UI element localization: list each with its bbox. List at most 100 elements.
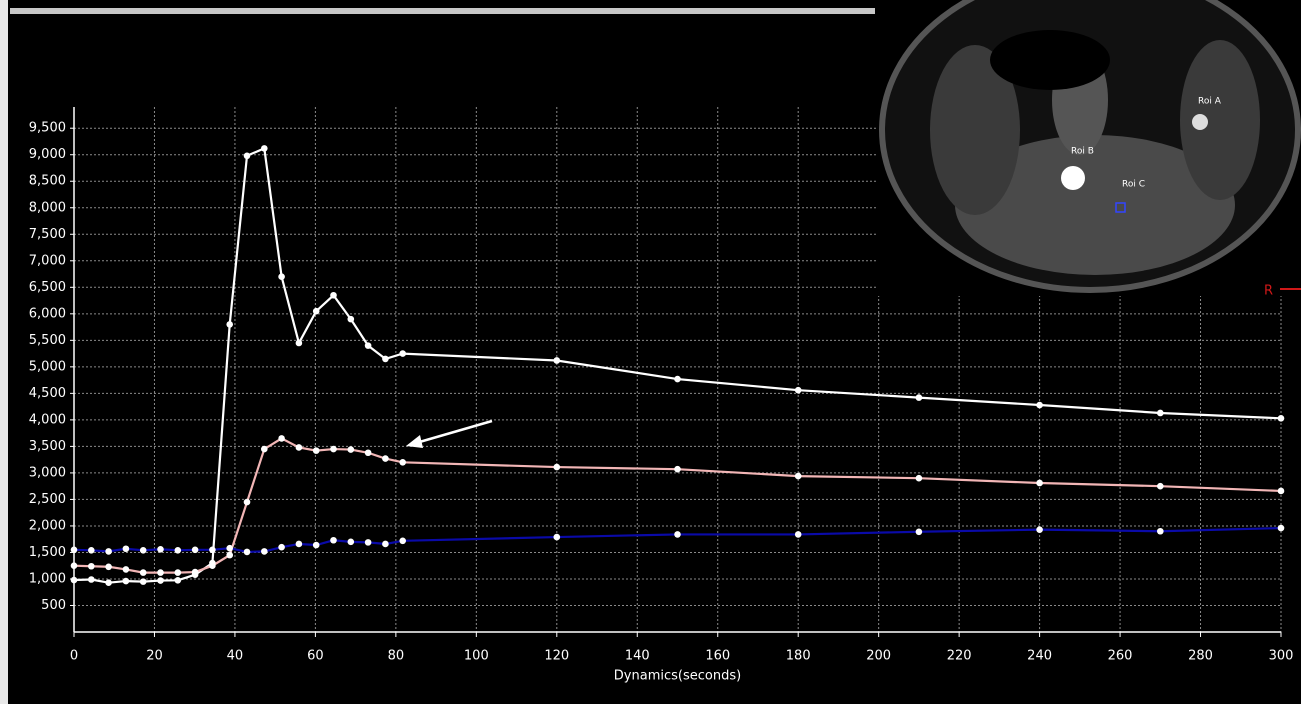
y-tick-label: 5,500: [29, 333, 66, 348]
roi-b-spot: [1061, 166, 1085, 190]
data-point: [348, 446, 355, 453]
data-point: [795, 473, 802, 480]
data-point: [1157, 528, 1164, 535]
y-tick-label: 9,500: [29, 121, 66, 136]
y-tick-label: 3,500: [29, 439, 66, 454]
x-tick-label: 180: [786, 649, 811, 664]
left-edge: [0, 0, 8, 704]
data-point: [88, 576, 95, 583]
data-point: [71, 547, 78, 554]
data-point: [296, 541, 303, 548]
x-tick-label: 60: [307, 649, 324, 664]
data-point: [313, 447, 320, 454]
data-point: [1278, 525, 1285, 532]
x-tick-label: 220: [947, 649, 972, 664]
data-point: [313, 542, 320, 549]
data-point: [382, 455, 389, 462]
image-label: Roi C: [1122, 180, 1145, 190]
data-point: [244, 549, 251, 556]
x-tick-label: 0: [70, 649, 78, 664]
data-point: [71, 562, 78, 569]
data-point: [226, 545, 233, 552]
x-tick-label: 140: [625, 649, 650, 664]
data-point: [226, 552, 233, 559]
data-point: [244, 499, 251, 506]
y-tick-label: 8,500: [29, 174, 66, 189]
data-point: [1036, 526, 1043, 533]
tissue-right: [1180, 40, 1260, 200]
data-point: [674, 376, 681, 383]
x-tick-label: 120: [544, 649, 569, 664]
data-point: [105, 563, 112, 570]
data-point: [261, 446, 268, 453]
data-point: [795, 531, 802, 538]
x-tick-label: 200: [866, 649, 891, 664]
data-point: [313, 308, 320, 315]
data-point: [399, 537, 406, 544]
y-tick-label: 2,500: [29, 492, 66, 507]
data-point: [554, 357, 561, 364]
top-bar: [10, 8, 875, 14]
data-point: [88, 547, 95, 554]
screen: 5001,0001,5002,0002,5003,0003,5004,0004,…: [0, 0, 1301, 704]
y-tick-label: 1,000: [29, 571, 66, 586]
data-point: [175, 547, 182, 554]
data-point: [554, 534, 561, 541]
y-tick-label: 500: [41, 598, 66, 613]
y-tick-label: 3,000: [29, 465, 66, 480]
image-label: R: [1264, 284, 1273, 299]
x-tick-label: 80: [388, 649, 405, 664]
x-tick-label: 300: [1269, 649, 1294, 664]
data-point: [1036, 480, 1043, 487]
y-tick-label: 5,000: [29, 359, 66, 374]
data-point: [88, 563, 95, 570]
y-tick-label: 7,000: [29, 253, 66, 268]
data-point: [399, 459, 406, 466]
data-point: [175, 577, 182, 584]
image-label: Roi B: [1071, 147, 1094, 157]
data-point: [330, 446, 337, 453]
data-point: [916, 528, 923, 535]
x-tick-label: 100: [464, 649, 489, 664]
data-point: [916, 394, 923, 401]
x-tick-label: 280: [1188, 649, 1213, 664]
y-tick-label: 6,500: [29, 280, 66, 295]
data-point: [209, 547, 216, 554]
roi-a-spot: [1192, 114, 1208, 130]
data-point: [365, 539, 372, 546]
page: 5001,0001,5002,0002,5003,0003,5004,0004,…: [0, 0, 1301, 704]
x-tick-label: 240: [1027, 649, 1052, 664]
data-point: [296, 340, 303, 347]
y-tick-label: 4,500: [29, 386, 66, 401]
image-label: Roi A: [1198, 97, 1222, 107]
x-tick-label: 20: [146, 649, 163, 664]
data-point: [140, 578, 147, 585]
data-point: [1278, 488, 1285, 495]
data-point: [795, 387, 802, 394]
data-point: [226, 321, 233, 328]
data-point: [674, 466, 681, 473]
data-point: [382, 356, 389, 363]
data-point: [278, 273, 285, 280]
y-tick-label: 7,500: [29, 227, 66, 242]
data-point: [554, 464, 561, 471]
data-point: [157, 577, 164, 584]
data-point: [105, 548, 112, 555]
data-point: [348, 316, 355, 323]
lumen: [990, 30, 1110, 90]
data-point: [330, 537, 337, 544]
data-point: [140, 547, 147, 554]
data-point: [330, 292, 337, 299]
data-point: [382, 541, 389, 548]
x-axis-title: Dynamics(seconds): [614, 669, 741, 684]
data-point: [348, 539, 355, 546]
data-point: [674, 531, 681, 538]
data-point: [123, 566, 130, 573]
data-point: [365, 342, 372, 349]
data-point: [296, 444, 303, 451]
data-point: [916, 475, 923, 482]
data-point: [140, 569, 147, 576]
data-point: [278, 435, 285, 442]
x-tick-label: 260: [1108, 649, 1133, 664]
data-point: [157, 546, 164, 553]
